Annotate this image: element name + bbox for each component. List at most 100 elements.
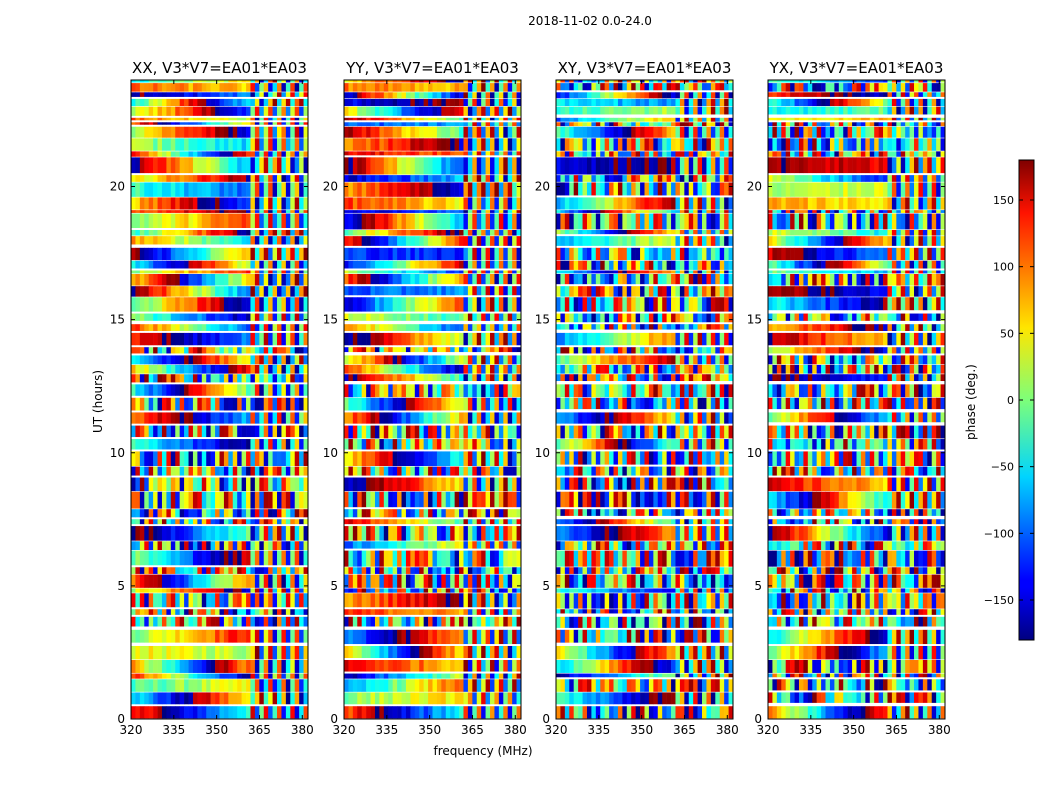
heatmap-cell [503, 588, 509, 593]
heatmap-cell [250, 439, 256, 450]
heatmap-cell [303, 616, 309, 627]
heatmap-cell [419, 175, 424, 182]
heatmap-cell [410, 692, 416, 705]
heatmap-cell [600, 629, 605, 643]
heatmap-cell [392, 509, 398, 518]
heatmap-cell [366, 92, 371, 99]
heatmap-cell [392, 80, 398, 83]
heatmap-cell [428, 117, 433, 121]
heatmap-cell [503, 286, 509, 296]
heatmap-cell [366, 509, 371, 518]
heatmap-cell [374, 117, 380, 121]
heatmap-cell [352, 509, 358, 518]
heatmap-cell [206, 491, 211, 509]
heatmap-cell [228, 439, 234, 450]
heatmap-cell [237, 509, 242, 518]
heatmap-cell [161, 126, 167, 138]
heatmap-cell [281, 197, 287, 210]
heatmap-cell [223, 374, 229, 383]
heatmap-cell [131, 297, 136, 312]
heatmap-cell [232, 236, 238, 245]
heatmap-cell [622, 692, 628, 705]
heatmap-cell [715, 679, 721, 692]
heatmap-cell [459, 297, 464, 312]
heatmap-cell [476, 679, 482, 692]
heatmap-cell [476, 332, 482, 346]
heatmap-cell [188, 692, 194, 705]
heatmap-cell [263, 355, 269, 365]
heatmap-cell [210, 425, 216, 438]
heatmap-cell [223, 593, 229, 608]
heatmap-cell [237, 98, 242, 107]
heatmap-cell [272, 286, 278, 297]
heatmap-cell [361, 451, 367, 466]
heatmap-cell [428, 706, 433, 719]
heatmap-cell [299, 425, 304, 438]
heatmap-cell [445, 679, 451, 692]
heatmap-cell [237, 397, 242, 411]
heatmap-cell [175, 588, 180, 593]
heatmap-cell [281, 588, 287, 593]
heatmap-cell [223, 397, 229, 411]
heatmap-cell [476, 645, 482, 658]
heatmap-cell [441, 397, 447, 411]
heatmap-cell [250, 260, 256, 269]
heatmap-cell [237, 425, 242, 438]
heatmap-cell [268, 313, 273, 321]
heatmap-cell [383, 384, 389, 398]
heatmap-cell [175, 117, 180, 121]
heatmap-cell [490, 574, 495, 588]
heatmap-cell [170, 126, 176, 138]
heatmap-cell [472, 80, 478, 83]
heatmap-cell [281, 122, 287, 125]
heatmap-cell [170, 117, 176, 121]
heatmap-cell [432, 364, 438, 374]
heatmap-cell [507, 616, 513, 627]
heatmap-cell [617, 673, 623, 678]
heatmap-cell [503, 138, 509, 151]
heatmap-cell [254, 466, 260, 476]
heatmap-cell [397, 439, 402, 450]
heatmap-cell [357, 629, 362, 645]
heatmap-cell [197, 706, 203, 719]
heatmap-cell [303, 673, 309, 679]
heatmap-cell [157, 374, 163, 383]
heatmap-cell [188, 397, 194, 411]
heatmap-cell [392, 567, 398, 574]
heatmap-cell [352, 384, 358, 398]
heatmap-cell [498, 286, 504, 296]
heatmap-cell [512, 439, 517, 450]
heatmap-cell [263, 629, 269, 643]
heatmap-cell [290, 274, 296, 286]
heatmap-cell [161, 122, 167, 125]
heatmap-cell [303, 477, 309, 492]
heatmap-cell [428, 574, 433, 588]
heatmap-cell [228, 286, 234, 297]
heatmap-cell [206, 397, 211, 411]
heatmap-cell [476, 616, 482, 627]
heatmap-cell [285, 466, 291, 476]
heatmap-cell [392, 384, 398, 398]
heatmap-cell [410, 122, 416, 127]
heatmap-cell [188, 629, 194, 643]
heatmap-cell [436, 210, 442, 213]
heatmap-cell [148, 364, 154, 374]
heatmap-cell [184, 706, 189, 719]
heatmap-cell [361, 151, 367, 156]
heatmap-cell [259, 574, 265, 588]
heatmap-cell [237, 247, 242, 261]
heatmap-cell [268, 567, 273, 574]
heatmap-cell [232, 347, 238, 354]
heatmap-cell [139, 466, 145, 476]
heatmap-cell [215, 706, 220, 719]
heatmap-cell [423, 660, 429, 672]
heatmap-cell [459, 83, 464, 92]
heatmap-cell [161, 541, 167, 550]
heatmap-cell [467, 451, 473, 466]
heatmap-cell [175, 509, 180, 518]
heatmap-cell [201, 347, 207, 354]
heatmap-cell [215, 412, 220, 424]
heatmap-cell [166, 412, 172, 424]
heatmap-cell [192, 230, 198, 236]
heatmap-cell [157, 679, 163, 692]
